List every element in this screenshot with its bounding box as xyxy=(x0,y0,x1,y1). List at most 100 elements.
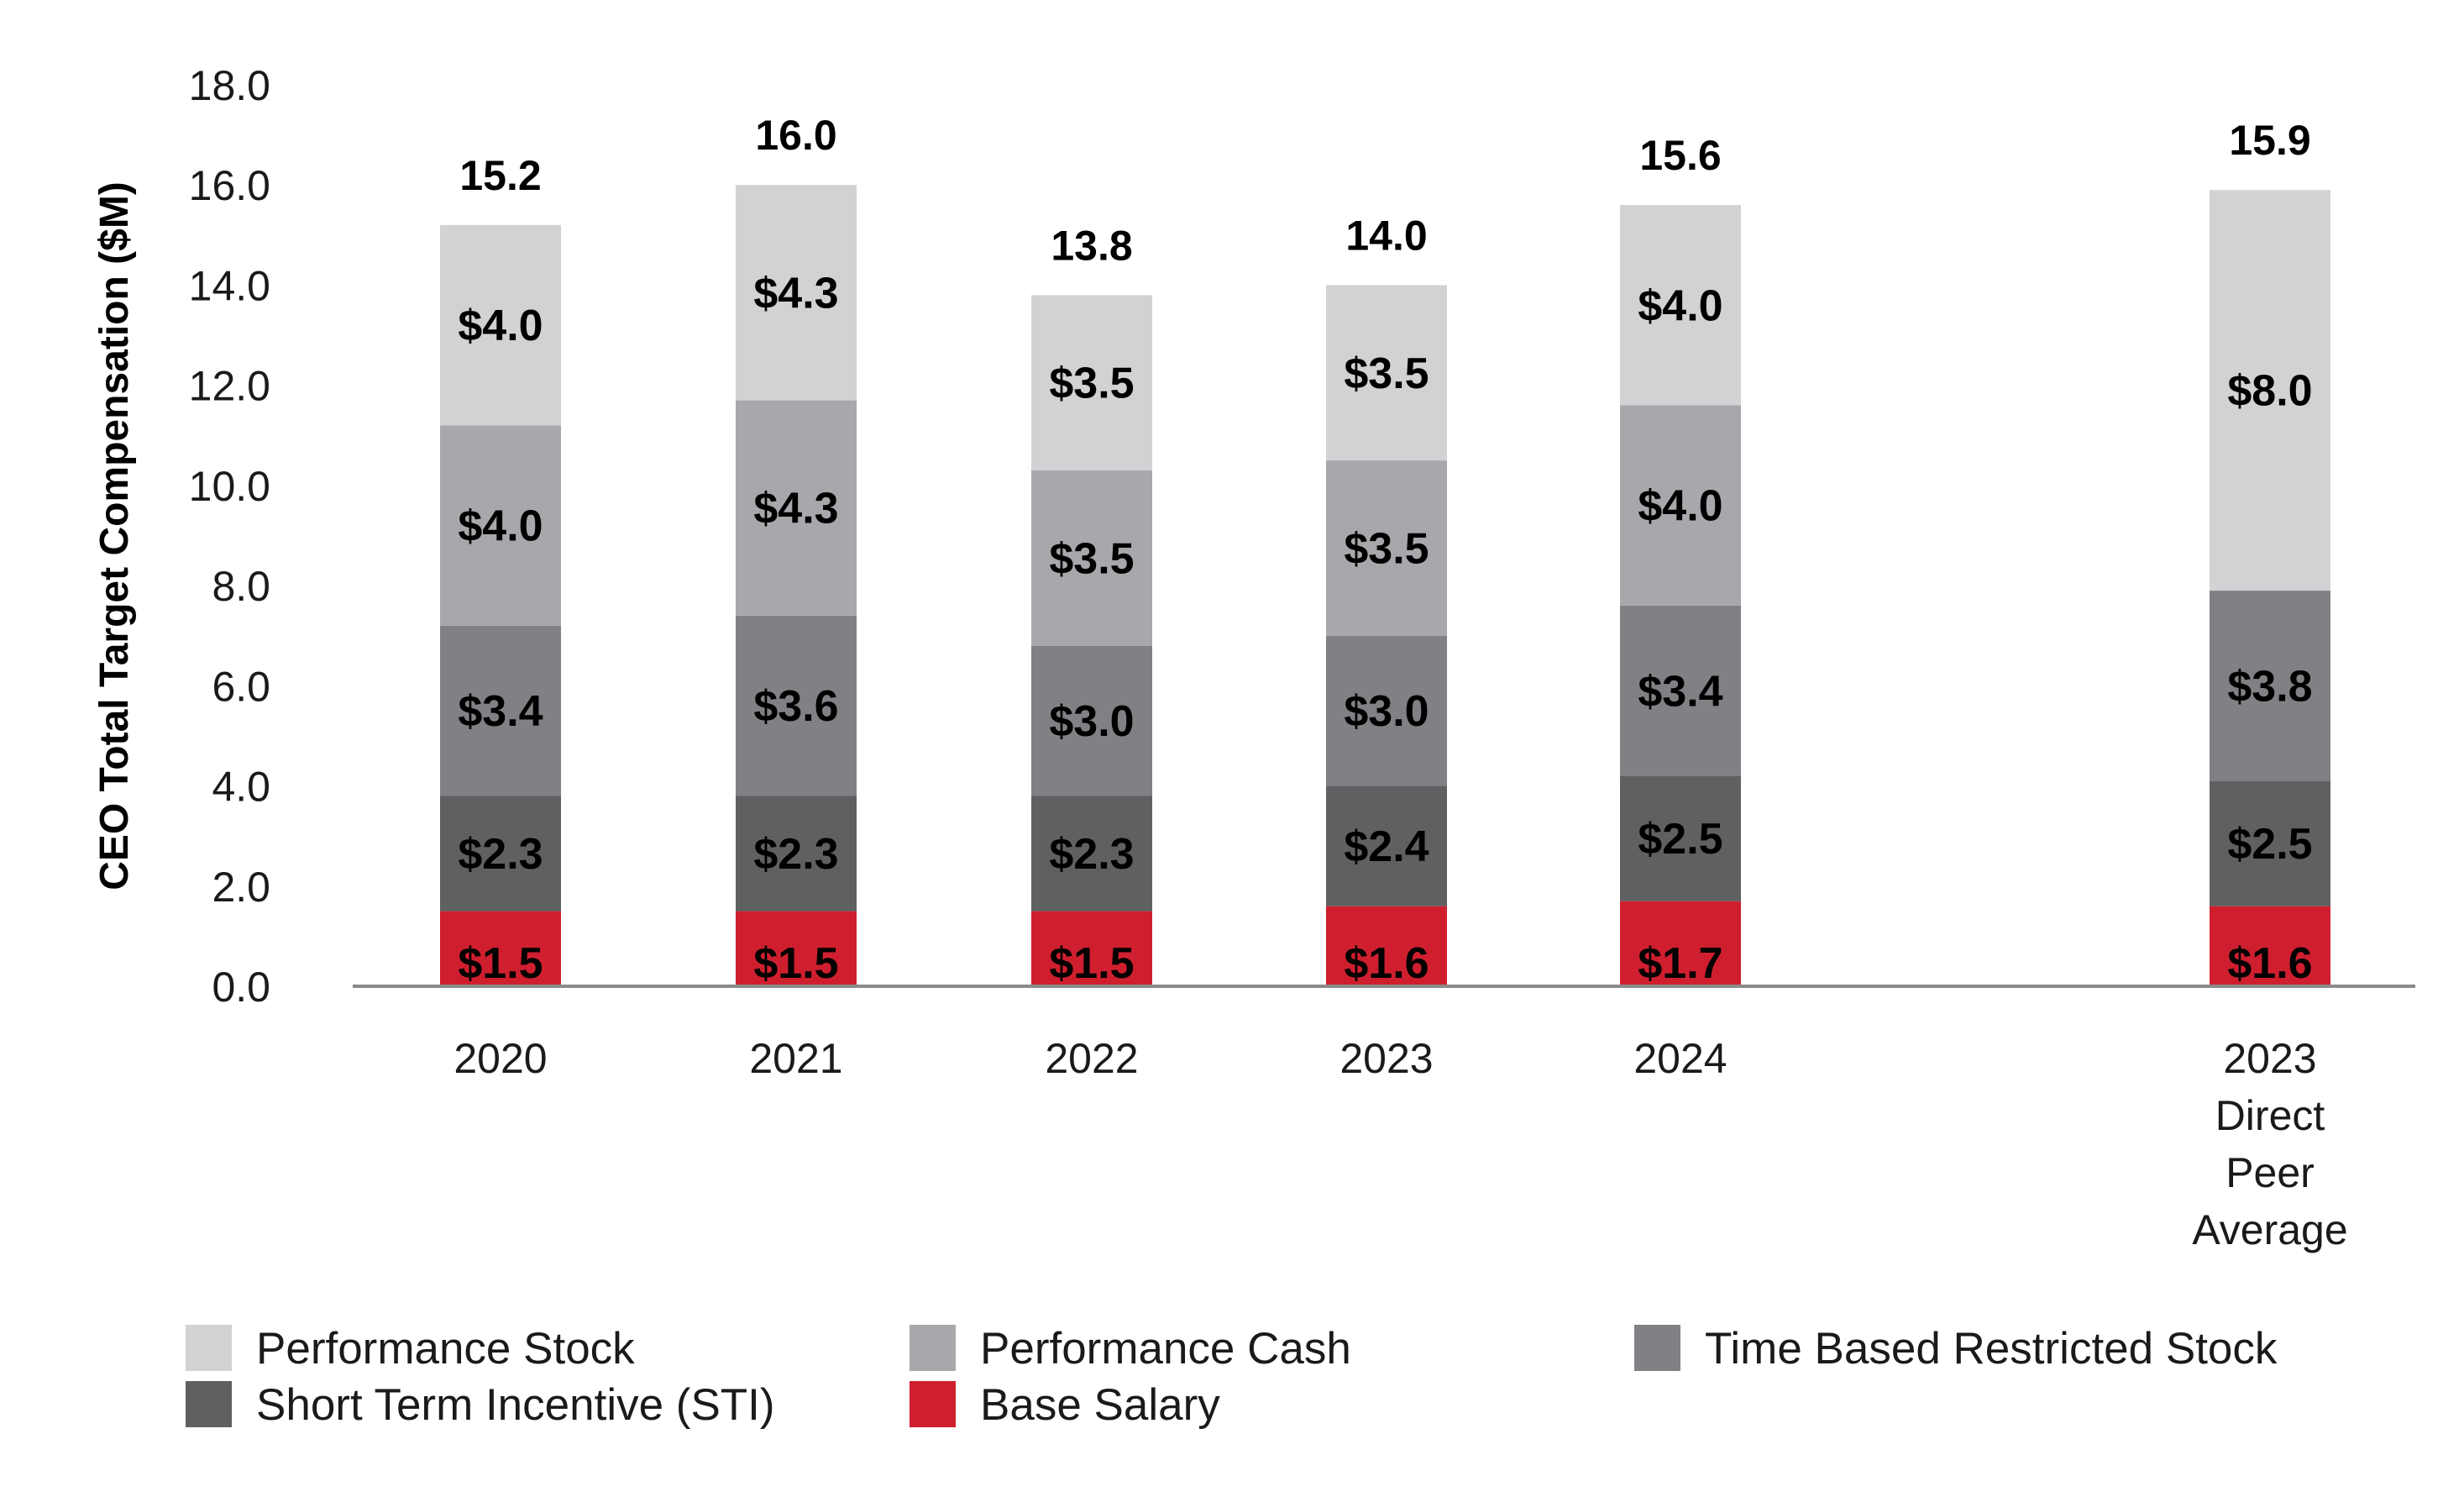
bar-segment xyxy=(1620,405,1741,606)
bar-segment xyxy=(1326,460,1447,636)
total-label: 15.6 xyxy=(1639,132,1721,179)
bar-segment xyxy=(1031,911,1152,986)
segment-label: $4.0 xyxy=(1638,281,1722,330)
y-tick-label: 18.0 xyxy=(189,62,270,109)
segment-label: $3.0 xyxy=(1344,687,1429,736)
segment-label: $3.5 xyxy=(1344,524,1429,573)
bar-stack: $1.6 $2.4 $3.0 $3.5 $3.5 14.0 xyxy=(1326,212,1447,988)
legend-swatch xyxy=(186,1325,232,1371)
segment-label: $3.5 xyxy=(1049,534,1134,583)
bar-segment xyxy=(736,615,857,796)
segment-label: $2.4 xyxy=(1344,822,1429,871)
bar-segment xyxy=(1031,470,1152,646)
bar-segment xyxy=(1326,785,1447,906)
total-label: 16.0 xyxy=(755,112,836,159)
legend-swatch xyxy=(186,1381,232,1427)
legend-item: Base Salary xyxy=(910,1380,1220,1430)
segment-label: $2.3 xyxy=(458,830,543,879)
segment-label: $2.5 xyxy=(1638,815,1722,864)
bars: $1.5 $2.3 $3.4 $4.0 $4.0 15.2 $1.5 $2.3 $3.6 $4.3… xyxy=(440,112,2330,988)
bar-segment xyxy=(1326,906,1447,986)
segment-label: $3.0 xyxy=(1049,697,1134,746)
x-axis-labels: 2020 2021 2022 2023 2024 2023 Direct Peer Averag… xyxy=(453,1035,2347,1253)
segment-label: $1.7 xyxy=(1638,939,1722,988)
bar-segment xyxy=(1031,645,1152,796)
legend-swatch xyxy=(910,1325,956,1371)
x-tick-label: 2022 xyxy=(1045,1035,1138,1082)
total-label: 13.8 xyxy=(1051,222,1132,269)
segment-label: $3.8 xyxy=(2227,662,2312,711)
bar-segment xyxy=(736,911,857,986)
segment-label: $4.3 xyxy=(753,485,838,533)
total-label: 15.9 xyxy=(2229,117,2310,164)
legend-label: Performance Cash xyxy=(980,1324,1351,1374)
segment-label: $3.5 xyxy=(1049,360,1134,408)
bar-stack: $1.5 $2.3 $3.6 $4.3 $4.3 16.0 xyxy=(736,112,857,988)
x-tick-label: 2020 xyxy=(453,1035,547,1082)
bar-segment xyxy=(440,224,561,426)
legend-label: Time Based Restricted Stock xyxy=(1705,1324,2278,1374)
segment-label: $3.6 xyxy=(753,682,838,731)
bar-segment xyxy=(1620,605,1741,776)
y-tick-label: 14.0 xyxy=(189,262,270,309)
y-tick-label: 8.0 xyxy=(212,563,270,610)
segment-label: $4.0 xyxy=(1638,482,1722,531)
bar-stack: $1.6 $2.5 $3.8 $8.0 15.9 xyxy=(2210,117,2330,988)
segment-label: $1.5 xyxy=(753,939,838,988)
legend-item: Short Term Incentive (STI) xyxy=(186,1380,775,1430)
bar-segment xyxy=(1620,775,1741,901)
legend-label: Base Salary xyxy=(980,1380,1220,1430)
segment-label: $8.0 xyxy=(2227,367,2312,416)
bar-segment xyxy=(1326,285,1447,461)
segment-label: $2.3 xyxy=(1049,830,1134,879)
bar-stack: $1.7 $2.5 $3.4 $4.0 $4.0 15.6 xyxy=(1620,132,1741,988)
legend: Performance Stock Performance Cash Time Ba… xyxy=(186,1324,2278,1430)
bar-stack: $1.5 $2.3 $3.0 $3.5 $3.5 13.8 xyxy=(1031,222,1152,988)
x-tick-label: 2023 xyxy=(2223,1035,2316,1082)
x-tick-label: 2023 xyxy=(1339,1035,1433,1082)
segment-label: $1.5 xyxy=(1049,939,1134,988)
y-axis: 0.0 2.0 4.0 6.0 8.0 10.0 12.0 14.0 16.0 18.0 xyxy=(189,62,270,1011)
legend-swatch xyxy=(1634,1325,1680,1371)
y-tick-label: 4.0 xyxy=(212,764,270,811)
segment-label: $4.3 xyxy=(753,269,838,318)
bar-segment xyxy=(736,400,857,616)
segment-label: $3.5 xyxy=(1344,349,1429,398)
legend-item: Performance Cash xyxy=(910,1324,1351,1374)
bar-segment xyxy=(1620,205,1741,406)
segment-label: $3.4 xyxy=(458,687,543,736)
total-label: 14.0 xyxy=(1345,212,1427,259)
y-tick-label: 2.0 xyxy=(212,864,270,911)
bar-segment xyxy=(440,911,561,986)
x-tick-label: 2021 xyxy=(749,1035,842,1082)
bar-segment xyxy=(736,185,857,401)
legend-item: Time Based Restricted Stock xyxy=(1634,1324,2278,1374)
total-label: 15.2 xyxy=(459,152,541,199)
y-tick-label: 16.0 xyxy=(189,162,270,209)
segment-label: $3.4 xyxy=(1638,667,1722,716)
bar-segment xyxy=(440,425,561,626)
bar-segment xyxy=(2210,906,2330,986)
segment-label: $1.5 xyxy=(458,939,543,988)
bar-segment xyxy=(1031,295,1152,471)
y-axis-title: CEO Total Target Compensation ($M) xyxy=(92,181,137,890)
bar-stack: $1.5 $2.3 $3.4 $4.0 $4.0 15.2 xyxy=(440,152,561,988)
segment-label: $2.5 xyxy=(2227,820,2312,869)
segment-label: $2.3 xyxy=(753,830,838,879)
segment-label: $1.6 xyxy=(2227,939,2312,988)
bar-segment xyxy=(440,625,561,796)
bar-segment xyxy=(1326,635,1447,786)
legend-label: Short Term Incentive (STI) xyxy=(256,1380,775,1430)
bar-segment xyxy=(2210,591,2330,781)
bar-segment xyxy=(2210,780,2330,906)
legend-label: Performance Stock xyxy=(256,1324,635,1374)
y-tick-label: 12.0 xyxy=(189,363,270,410)
x-tick-label: Direct xyxy=(2215,1092,2325,1139)
bar-segment xyxy=(2210,190,2330,591)
bar-segment xyxy=(440,796,561,911)
bar-segment xyxy=(1031,796,1152,911)
bar-segment xyxy=(736,796,857,911)
x-tick-label: Average xyxy=(2192,1206,2347,1253)
y-tick-label: 0.0 xyxy=(212,964,270,1011)
